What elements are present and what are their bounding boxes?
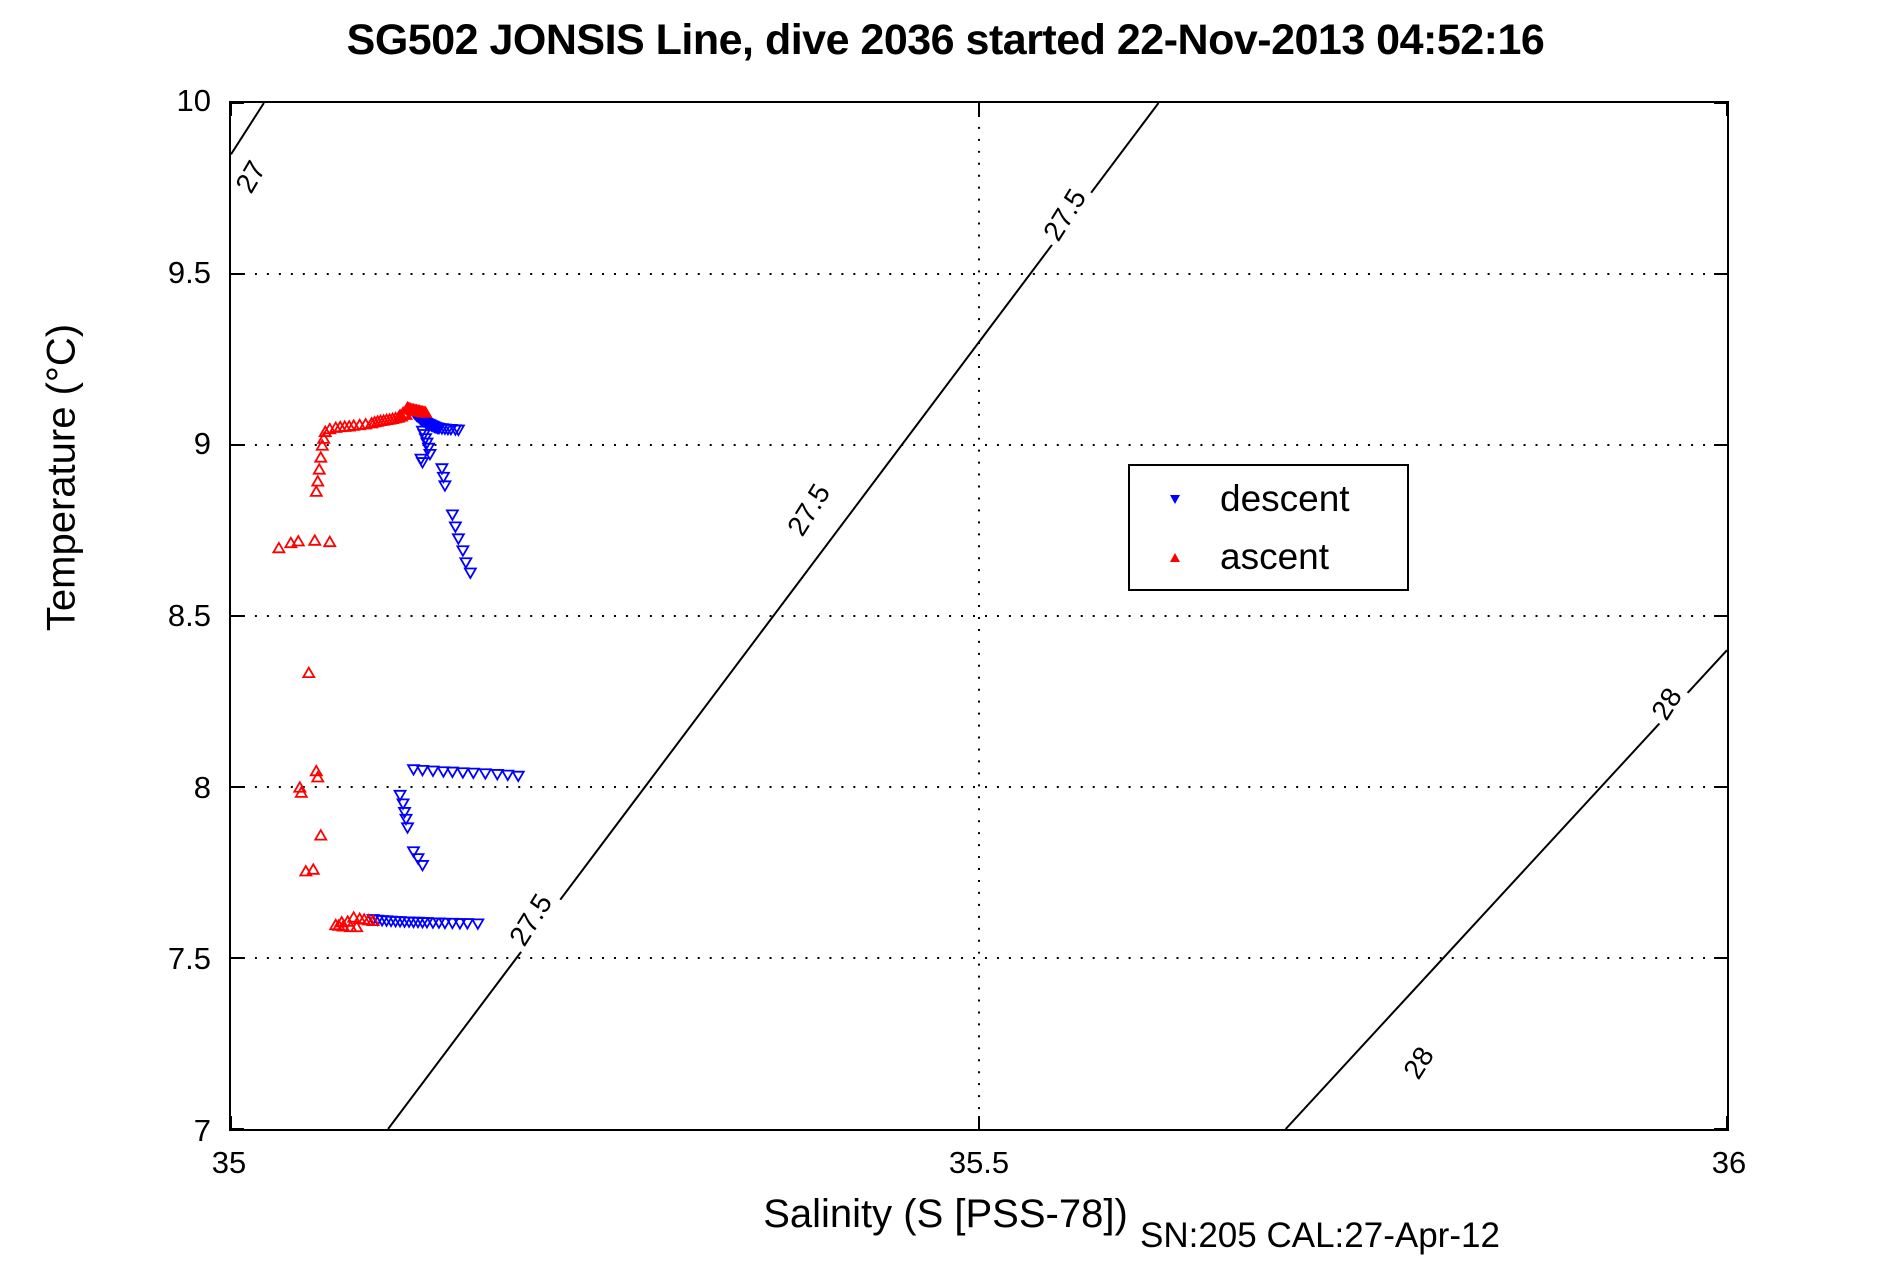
- density-contour-lines: [231, 103, 1727, 1129]
- axis-tick-marks: [231, 103, 1727, 1129]
- legend-label-descent: descent: [1220, 478, 1350, 519]
- y-tick-label-9p5: 9.5: [167, 254, 211, 290]
- y-tick-label-8: 8: [193, 769, 211, 805]
- triangle-up-icon: [1130, 552, 1220, 562]
- x-tick-label-35p5: 35.5: [948, 1145, 1010, 1180]
- x-axis-title: Salinity (S [PSS-78]): [763, 1192, 1128, 1236]
- sensor-annotation: SN:205 CAL:27-Apr-12: [1140, 1216, 1500, 1255]
- plot-svg: [231, 103, 1727, 1129]
- x-tick-label-36: 36: [1711, 1145, 1747, 1180]
- legend-item-descent[interactable]: descent: [1130, 474, 1407, 524]
- triangle-down-icon: [1130, 494, 1220, 504]
- legend-item-ascent[interactable]: ascent: [1130, 532, 1407, 582]
- y-axis-title: Temperature (°C): [39, 323, 84, 632]
- series-ascent-markers: [271, 400, 433, 933]
- page-title: SG502 JONSIS Line, dive 2036 started 22-…: [346, 16, 1545, 64]
- gridlines: [231, 103, 1727, 1129]
- series-descent-markers: [366, 406, 526, 931]
- y-tick-label-8p5: 8.5: [167, 598, 211, 633]
- y-tick-label-9: 9: [193, 426, 211, 462]
- plot-area: 27 27.5 27.5 27.5 28 28: [229, 101, 1729, 1131]
- y-tick-label-7p5: 7.5: [167, 941, 211, 977]
- y-tick-label-7: 7: [193, 1113, 211, 1148]
- x-tick-label-35: 35: [211, 1145, 247, 1180]
- legend-label-ascent: ascent: [1220, 536, 1330, 577]
- legend-box: descent ascent: [1128, 464, 1409, 591]
- y-tick-label-10: 10: [176, 83, 211, 118]
